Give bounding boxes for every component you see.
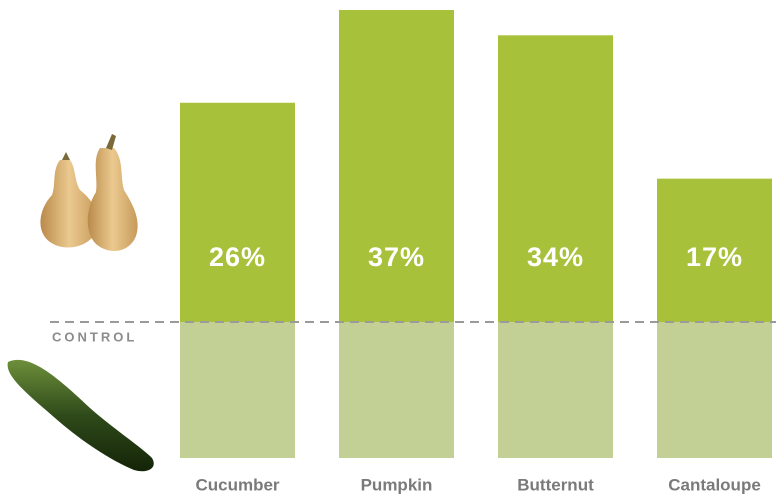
x-tick-label: Cucumber bbox=[195, 475, 279, 494]
x-tick-label: Pumpkin bbox=[361, 475, 433, 494]
bar bbox=[180, 102, 295, 322]
bar bbox=[498, 35, 613, 322]
bar bbox=[657, 178, 772, 322]
control-segment bbox=[180, 322, 295, 458]
value-label: 17% bbox=[686, 242, 743, 272]
value-label: 37% bbox=[368, 242, 425, 272]
control-segment bbox=[339, 322, 454, 458]
control-segment bbox=[657, 322, 772, 458]
bar bbox=[339, 10, 454, 322]
value-label: 34% bbox=[527, 242, 584, 272]
squash-illustration bbox=[40, 134, 138, 251]
cucumber-illustration bbox=[7, 359, 154, 472]
control-label: CONTROL bbox=[52, 329, 137, 344]
control-segment bbox=[498, 322, 613, 458]
value-label: 26% bbox=[209, 242, 266, 272]
x-tick-label: Cantaloupe bbox=[668, 475, 761, 494]
x-tick-label: Butternut bbox=[517, 475, 594, 494]
